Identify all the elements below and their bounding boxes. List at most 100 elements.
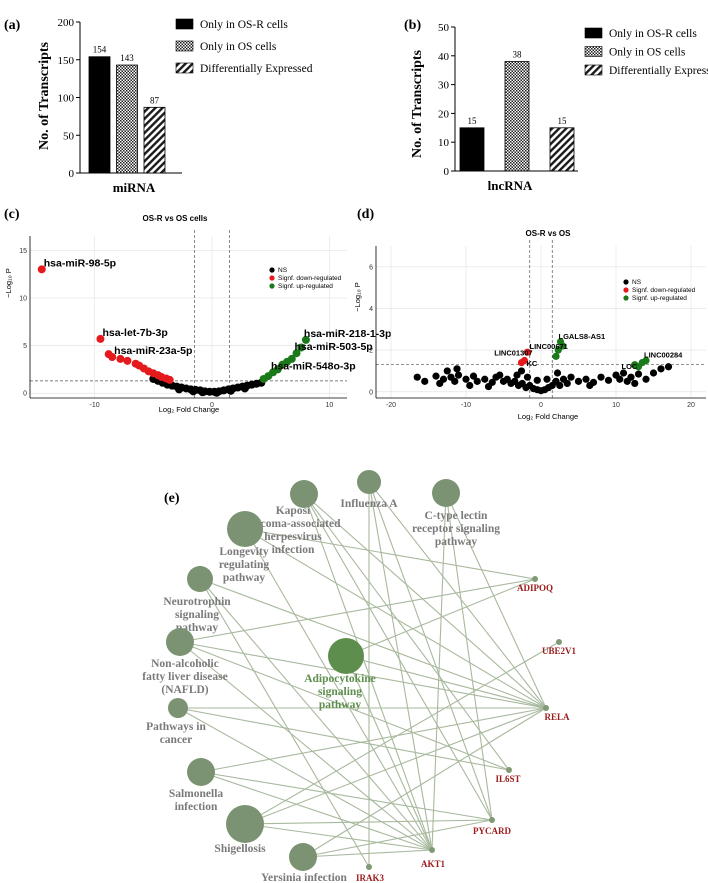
network-edge <box>200 771 493 821</box>
pathway-label-line: sarcoma-associated <box>246 518 342 530</box>
panel-label-b: (b) <box>404 18 421 33</box>
network-edge <box>179 641 547 709</box>
pathway-label-line: infection <box>175 801 218 813</box>
network-edge <box>302 819 493 858</box>
pathway-label-line: Shigellosis <box>214 843 266 855</box>
data-point <box>523 348 532 356</box>
pathway-label-line: regulating <box>219 559 270 571</box>
data-point <box>496 371 504 379</box>
point-label: LGALS8-AS1 <box>559 332 606 341</box>
ylabel-d: −Log₁₀ P <box>353 282 362 312</box>
data-point <box>649 369 658 377</box>
data-point <box>451 377 459 385</box>
bar <box>504 61 530 172</box>
network-edge <box>244 819 493 825</box>
point-label: LINC00284 <box>644 351 683 360</box>
ylabel-a: No. of Transcripts <box>37 41 52 150</box>
legend-marker <box>623 279 629 285</box>
x-tick-label: 0 <box>210 402 214 409</box>
data-point <box>240 384 249 393</box>
bar <box>143 106 166 174</box>
y-tick-label: 5 <box>23 343 27 350</box>
network-edge <box>345 655 547 709</box>
data-point <box>533 376 541 384</box>
pathway-label-line: Neurotrophin <box>163 596 231 608</box>
gene-label: AKT1 <box>421 859 446 869</box>
xlabel-c: Log₂ Fold Change <box>159 405 219 414</box>
gene-node <box>489 817 495 823</box>
network-edge <box>368 481 547 709</box>
legend-label: Signf. up-regulated <box>632 295 687 302</box>
pathway-label: Kaposi sarcoma-associated herpesvirus infec… <box>246 505 342 556</box>
data-point <box>553 369 562 377</box>
bar-value-label: 15 <box>468 116 478 126</box>
data-point <box>466 381 474 390</box>
data-point <box>642 356 650 365</box>
network-edge <box>199 578 433 851</box>
legend-label: Signf. down-regulated <box>278 275 342 282</box>
pathway-node <box>168 698 188 718</box>
data-point <box>175 385 184 394</box>
data-point <box>108 353 117 362</box>
data-point <box>413 373 421 381</box>
bar-value-label: 15 <box>558 116 568 126</box>
pathway-label-line: pathway <box>319 699 361 711</box>
x-tick-label: 20 <box>687 402 695 409</box>
y-tick-label: 200 <box>58 17 75 29</box>
pathway-label-line: cancer <box>160 734 193 746</box>
legend-label: Differentially Expressed <box>609 65 708 77</box>
data-point <box>116 354 125 363</box>
data-point <box>212 388 221 397</box>
gene-label: RELA <box>544 712 570 722</box>
data-point <box>604 376 613 384</box>
legend-swatch <box>175 18 194 30</box>
y-tick-label: 10 <box>438 137 450 149</box>
data-point <box>292 349 301 358</box>
pathway-label: Longevity regulating pathway <box>219 546 270 584</box>
pathway-label-line: C-type lectin <box>425 510 489 522</box>
ylabel-c: −Log₁₀ P <box>4 268 13 298</box>
pathway-label-line: Salmonella <box>169 788 224 800</box>
point-label: LINC00671 <box>530 342 568 351</box>
data-point <box>582 375 590 383</box>
gene-label: UBE2V1 <box>542 646 577 656</box>
network-edge <box>431 492 447 851</box>
data-point <box>198 388 207 397</box>
y-tick-label: 4 <box>369 306 373 313</box>
panel-label-c: (c) <box>4 207 20 222</box>
pathway-node <box>227 511 263 547</box>
x-tick-label: -10 <box>90 402 100 409</box>
network-edge <box>302 707 547 858</box>
pathway-node <box>357 470 381 494</box>
legend-swatch <box>584 46 603 57</box>
point-label: KC <box>527 359 538 368</box>
title-c: OS-R vs OS cells <box>143 214 208 223</box>
plot-area-c <box>28 228 350 404</box>
panel-label-d: (d) <box>357 207 374 222</box>
pathway-label-line: (NAFLD) <box>161 684 208 696</box>
network-edge <box>179 641 433 851</box>
legend-label: Signf. down-regulated <box>632 287 696 294</box>
data-point <box>454 371 463 379</box>
point-label: hsa-miR-503-5p <box>295 341 373 353</box>
gene-node <box>506 767 512 773</box>
pathway-node <box>289 843 317 871</box>
pathway-node <box>290 480 318 508</box>
data-point <box>481 375 489 383</box>
title-d: OS-R vs OS <box>526 229 572 238</box>
data-point <box>563 379 571 388</box>
point-label: LINC01307 <box>494 348 532 357</box>
pathway-label: C-type lectin receptor signaling pathway <box>412 510 500 548</box>
y-tick-label: 0 <box>444 166 450 178</box>
legend-label: NS <box>278 267 288 274</box>
network-edge <box>244 823 433 851</box>
y-tick-label: 2 <box>369 348 373 355</box>
xlabel-d: Log₂ Fold Change <box>518 412 578 421</box>
pathway-label-line: receptor signaling <box>412 523 500 535</box>
data-point <box>462 375 470 383</box>
ylabel-b: No. of Transcripts <box>410 49 425 158</box>
legend-label: Only in OS-R cells <box>200 19 288 31</box>
data-point <box>443 367 451 375</box>
pathway-node <box>166 628 194 656</box>
bar-value-label: 154 <box>93 45 107 55</box>
